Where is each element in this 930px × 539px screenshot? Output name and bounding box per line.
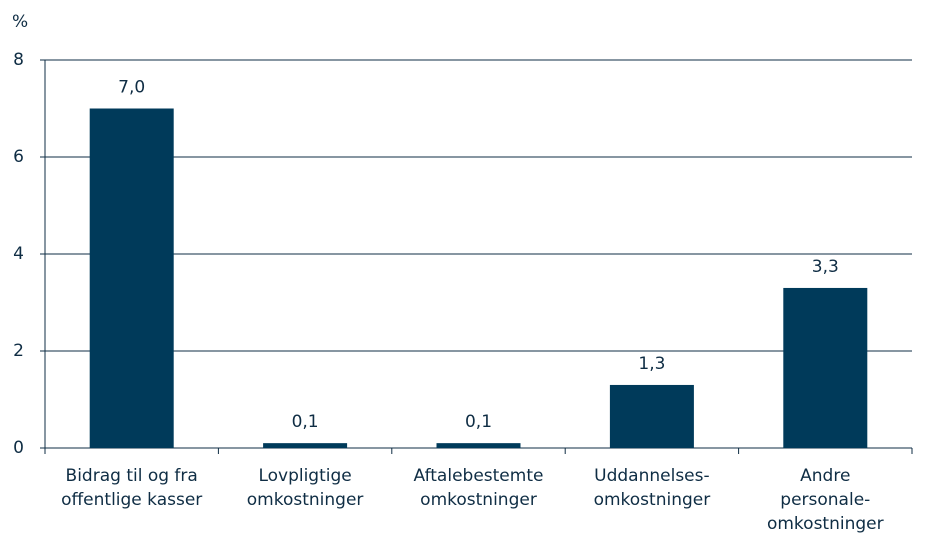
value-label: 1,3 [638, 354, 665, 374]
y-tick-label: 2 [13, 341, 24, 361]
x-tick-label-line: offentlige kasser [61, 490, 202, 510]
bar [89, 108, 174, 448]
value-label: 0,1 [465, 412, 492, 432]
x-tick-label-line: omkostninger [420, 490, 537, 510]
bar [436, 443, 521, 448]
y-axis-label: % [12, 12, 28, 32]
bar [783, 287, 868, 448]
bar [609, 384, 694, 448]
x-tick-label: Andre personale-omkostninger [767, 466, 884, 534]
x-tick-label: Bidrag til og fra offentlige kasser [61, 466, 202, 510]
x-tick-label-line: Bidrag til og fra [66, 466, 198, 486]
bar [263, 443, 348, 448]
x-tick-label: Aftalebestemte omkostninger [414, 466, 544, 510]
x-tick-label-line: Lovpligtige [258, 466, 351, 486]
y-tick-label: 6 [13, 147, 24, 167]
y-tick-label: 4 [13, 244, 24, 264]
x-tick-label-line: Andre [800, 466, 850, 486]
value-label: 7,0 [118, 78, 145, 98]
x-tick-label-line: omkostninger [247, 490, 364, 510]
value-label: 0,1 [292, 412, 319, 432]
x-tick-label-line: Aftalebestemte [414, 466, 544, 486]
x-tick-label: Uddannelses-omkostninger [594, 466, 711, 510]
x-tick-label-line: personale- [780, 490, 870, 510]
value-label: 3,3 [812, 257, 839, 277]
x-tick-label-line: omkostninger [767, 514, 884, 534]
x-tick-label-line: omkostninger [594, 490, 711, 510]
y-tick-label: 0 [13, 438, 24, 458]
x-tick-label-line: Uddannelses- [594, 466, 709, 486]
y-tick-label: 8 [13, 50, 24, 70]
x-tick-label: Lovpligtige omkostninger [247, 466, 364, 510]
